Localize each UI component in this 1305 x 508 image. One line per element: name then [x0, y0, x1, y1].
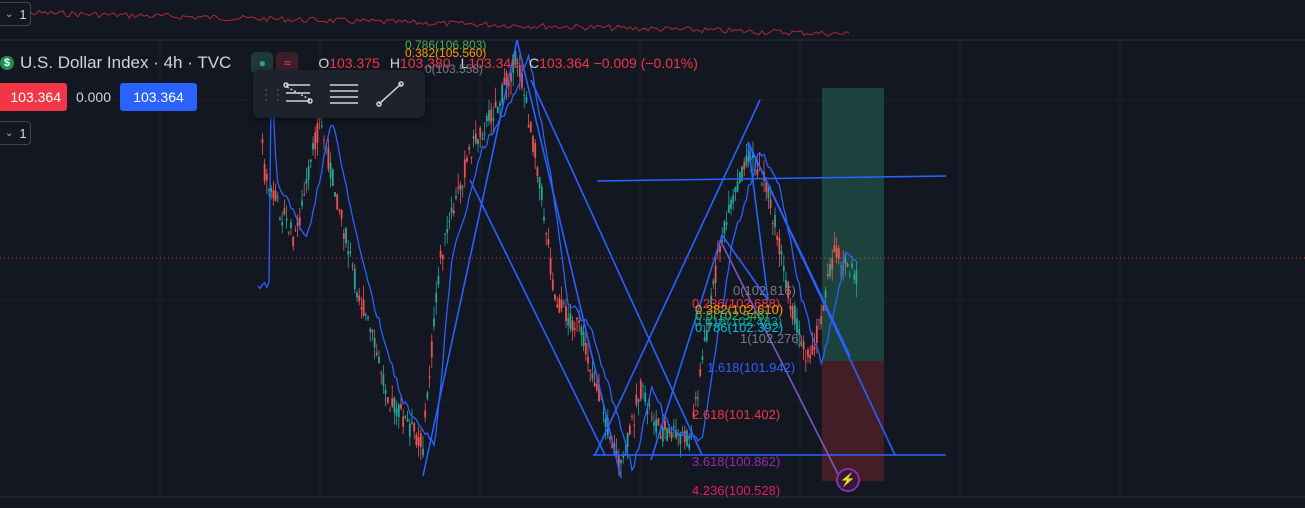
- top-pane-count: 1: [19, 6, 27, 22]
- zigzag-pattern-left: [422, 39, 622, 479]
- trend-line-tool-button[interactable]: [369, 76, 411, 112]
- chevron-down-icon: ⌄: [5, 127, 14, 139]
- fib-level-label: 0.618(102.483): [694, 314, 783, 329]
- descending-line-2: [719, 239, 843, 483]
- descending-line-1: [747, 141, 896, 456]
- candlestick-series: [257, 50, 858, 477]
- trend-line-icon: [376, 81, 404, 107]
- sell-price-button[interactable]: 103.364: [0, 83, 67, 111]
- ohlc-values: O103.375 H103.380 L103.340 C103.364 −0.0…: [318, 55, 698, 71]
- fib-top-label-1: 0.786(106.803): [405, 38, 487, 52]
- chevron-down-icon: ⌄: [5, 8, 14, 20]
- channel-line-2: [469, 179, 606, 456]
- channel-line-1: [530, 79, 703, 456]
- horizontal-lines-icon: [330, 84, 358, 104]
- pattern-drawings[interactable]: [422, 39, 947, 483]
- fib-top-label-2: 0.382(105.560): [405, 46, 487, 60]
- lightning-icon[interactable]: ⚡: [836, 468, 860, 492]
- delayed-wave-icon[interactable]: ≈: [276, 52, 299, 74]
- top-pane-collapse-button[interactable]: ⌄ 1: [0, 2, 31, 26]
- dollar-symbol-icon: $: [0, 56, 14, 70]
- fib-level-label: 1.618(101.942): [707, 360, 796, 375]
- spread-value: 0.000: [75, 89, 112, 105]
- fib-retracement-icon: [283, 82, 313, 104]
- indicator-pane-count: 1: [19, 125, 27, 141]
- fib-level-label: 0.786(102.392): [695, 320, 784, 335]
- top-indicator-line: [0, 9, 850, 37]
- long-position-loss-zone: [822, 361, 884, 481]
- long-position-profit-zone: [822, 88, 884, 361]
- indicator-pane-collapse-button[interactable]: ⌄ 1: [0, 121, 31, 145]
- fib-level-label: 2.618(101.402): [692, 407, 781, 422]
- fib-level-label: 0.382(102.610): [695, 302, 784, 317]
- floating-drawing-toolbar[interactable]: ⋮⋮: [253, 70, 425, 118]
- fib-level-label: 1(102.276): [740, 331, 803, 346]
- fib-level-label: 3.618(100.862): [692, 454, 781, 469]
- buy-price-button[interactable]: 103.364: [120, 83, 197, 111]
- market-status[interactable]: ● ≈: [251, 52, 299, 74]
- quote-bar[interactable]: 103.364 0.000 103.364: [0, 83, 197, 111]
- fib-level-label: 0.5(102.546): [695, 308, 769, 323]
- channel-line-3: [594, 99, 761, 456]
- horizontal-lines-tool-button[interactable]: [323, 76, 365, 112]
- drag-handle-icon[interactable]: ⋮⋮: [259, 86, 285, 102]
- resistance-line: [596, 175, 947, 182]
- market-open-dot-icon[interactable]: ●: [251, 52, 274, 74]
- fib-retracement-tool-button[interactable]: [277, 76, 319, 112]
- symbol-legend[interactable]: $ U.S. Dollar Index · 4h · TVC ● ≈ O103.…: [0, 51, 698, 75]
- symbol-title[interactable]: U.S. Dollar Index · 4h · TVC: [20, 53, 232, 72]
- fib-top-label-3: 0(103.558): [425, 62, 484, 76]
- fib-level-label: 0(102.816): [733, 283, 796, 298]
- fib-level-label: 4.236(100.528): [692, 483, 781, 498]
- fib-level-label: 0.236(102.688): [692, 296, 781, 311]
